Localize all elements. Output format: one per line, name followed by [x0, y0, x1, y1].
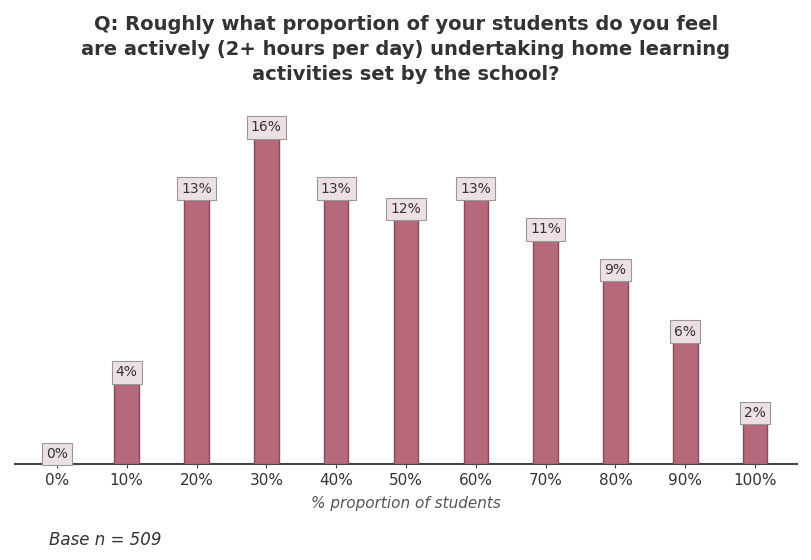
Text: 2%: 2% [743, 406, 765, 420]
X-axis label: % proportion of students: % proportion of students [311, 496, 500, 511]
Text: 0%: 0% [46, 447, 68, 461]
Text: 4%: 4% [116, 365, 138, 379]
Bar [603, 281, 627, 464]
Bar [393, 219, 418, 464]
Bar [463, 199, 487, 464]
Text: 6%: 6% [673, 325, 695, 339]
Bar [114, 382, 139, 464]
Bar [324, 199, 348, 464]
Text: 16%: 16% [251, 120, 281, 134]
Text: Base n = 509: Base n = 509 [49, 531, 161, 549]
Bar [184, 199, 208, 464]
Bar [533, 240, 557, 464]
Bar [672, 342, 697, 464]
Title: Q: Roughly what proportion of your students do you feel
are actively (2+ hours p: Q: Roughly what proportion of your stude… [81, 15, 730, 84]
Text: 13%: 13% [320, 181, 351, 195]
Text: 13%: 13% [181, 181, 212, 195]
Text: 11%: 11% [530, 222, 560, 236]
Text: 12%: 12% [390, 202, 421, 216]
Bar [254, 138, 278, 464]
Bar [742, 423, 766, 464]
Text: 9%: 9% [603, 263, 626, 277]
Text: 13%: 13% [460, 181, 491, 195]
